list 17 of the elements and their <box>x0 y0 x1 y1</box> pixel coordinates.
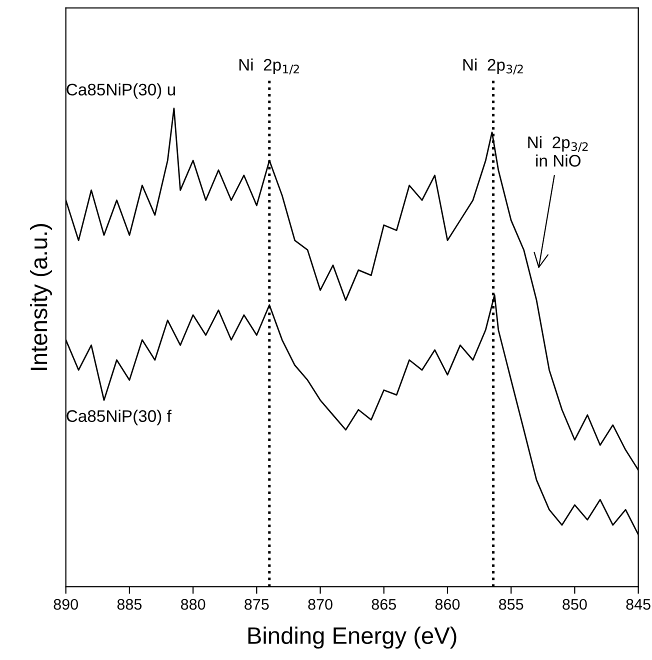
x-tick-label: 845 <box>626 598 650 610</box>
x-axis-title: Binding Energy (eV) <box>248 626 456 649</box>
x-tick-label: 875 <box>244 598 269 610</box>
x-tick-label: 890 <box>54 598 78 610</box>
x-tick-label: 860 <box>435 598 460 610</box>
x-tick-label: 855 <box>499 598 524 610</box>
y-axis-title: Intensity (a.u.) <box>30 224 52 370</box>
x-tick-label: 865 <box>372 598 396 610</box>
ref-line-label: Ni 2p$_{3/2}$ <box>463 58 523 74</box>
annotation: Ni 2p$_{3/2}$ in NiO <box>528 136 588 167</box>
x-tick-label: 850 <box>562 598 587 610</box>
series-label: Ca85NiP(30) f <box>66 410 172 426</box>
ref-line-label: Ni 2p$_{1/2}$ <box>239 58 299 74</box>
x-tick-label: 880 <box>180 598 206 610</box>
x-tick-label: 870 <box>308 598 332 610</box>
series-label: Ca85NiP(30) u <box>66 83 175 99</box>
x-tick-label: 885 <box>117 598 142 610</box>
